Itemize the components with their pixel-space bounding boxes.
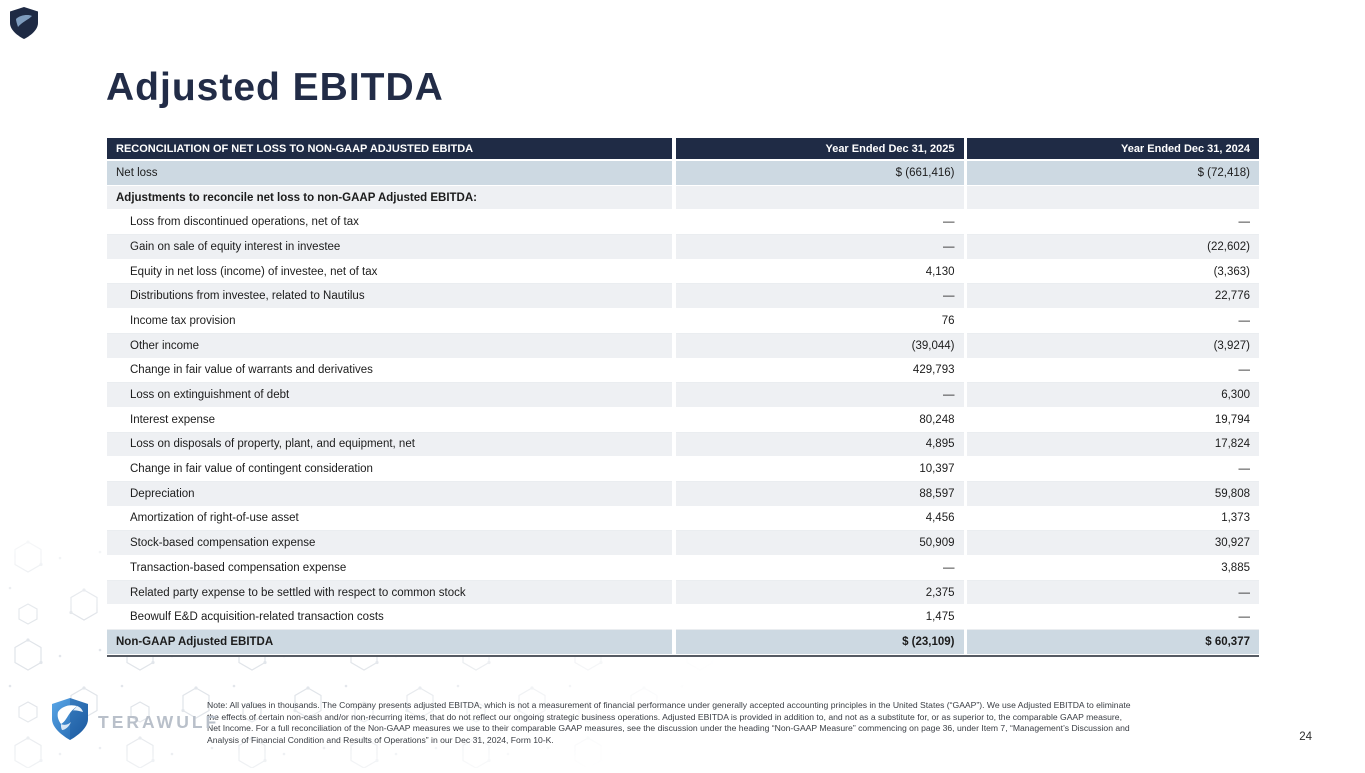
page-title: Adjusted EBITDA (106, 66, 444, 109)
row-value-2025: — (675, 235, 964, 260)
row-value-2025: 4,456 (675, 506, 964, 532)
table-header-title: RECONCILIATION OF NET LOSS TO NON-GAAP A… (107, 138, 672, 161)
terawulf-logo: TERAWULF (50, 697, 219, 741)
row-label: Adjustments to reconcile net loss to non… (107, 185, 672, 211)
table-row: Depreciation 88,597 59,808 (107, 481, 1259, 507)
table-row: Interest expense 80,248 19,794 (107, 407, 1259, 433)
wolf-shield-icon (52, 698, 88, 740)
table-row: Loss on extinguishment of debt — 6,300 (107, 383, 1259, 408)
row-value-2024: 59,808 (967, 481, 1259, 507)
row-value-2024: (3,927) (967, 333, 1259, 359)
row-value-2025: 10,397 (675, 457, 964, 482)
row-value-2025: 76 (675, 309, 964, 334)
row-value-2025: 2,375 (675, 580, 964, 606)
row-label: Other income (107, 333, 672, 359)
table-header-row: RECONCILIATION OF NET LOSS TO NON-GAAP A… (107, 138, 1259, 161)
row-value-2024: 1,373 (967, 506, 1259, 532)
row-value-2024: 19,794 (967, 407, 1259, 433)
row-value-2025: — (675, 556, 964, 581)
row-value-2024: — (967, 309, 1259, 334)
row-label: Equity in net loss (income) of investee,… (107, 259, 672, 285)
row-label: Amortization of right-of-use asset (107, 506, 672, 532)
row-label: Loss from discontinued operations, net o… (107, 210, 672, 236)
row-label: Non-GAAP Adjusted EBITDA (107, 630, 672, 655)
table-row-adjustments-heading: Adjustments to reconcile net loss to non… (107, 185, 1259, 211)
row-value-2024: 17,824 (967, 432, 1259, 458)
row-value-2024: 3,885 (967, 556, 1259, 581)
row-label: Loss on extinguishment of debt (107, 383, 672, 408)
footnote-line: the effects of certain non-cash and/or n… (207, 711, 1122, 722)
row-value-2025: 4,130 (675, 259, 964, 285)
row-value-2024: 30,927 (967, 531, 1259, 556)
row-value-2025: — (675, 383, 964, 408)
table-row: Income tax provision 76 — (107, 309, 1259, 334)
row-value-2025: $ (23,109) (675, 630, 964, 655)
table-row: Other income (39,044) (3,927) (107, 333, 1259, 359)
table-row: Gain on sale of equity interest in inves… (107, 235, 1259, 260)
footnote-line: Net Income. For a full reconciliation of… (207, 723, 1130, 734)
table-row: Amortization of right-of-use asset 4,456… (107, 506, 1259, 532)
row-label: Change in fair value of warrants and der… (107, 358, 672, 384)
row-value-2024: — (967, 358, 1259, 384)
row-label: Change in fair value of contingent consi… (107, 457, 672, 482)
row-value-2025: 50,909 (675, 531, 964, 556)
row-value-2025: — (675, 284, 964, 310)
table-row: Distributions from investee, related to … (107, 284, 1259, 310)
table-row: Equity in net loss (income) of investee,… (107, 259, 1259, 285)
column-header-2025: Year Ended Dec 31, 2025 (675, 138, 964, 161)
row-label: Interest expense (107, 407, 672, 433)
table-row-total-ebitda: Non-GAAP Adjusted EBITDA $ (23,109) $ 60… (107, 630, 1259, 657)
row-label: Gain on sale of equity interest in inves… (107, 235, 672, 260)
table-row-net-loss: Net loss $ (661,416) $ (72,418) (107, 161, 1259, 186)
row-value-2025: (39,044) (675, 333, 964, 359)
row-value-2024: $ 60,377 (967, 630, 1259, 655)
corner-shield-icon (10, 7, 38, 44)
footnote-line: Note: All values in thousands. The Compa… (207, 700, 1131, 710)
row-value-2024: $ (72,418) (967, 161, 1259, 186)
row-value-2025: $ (661,416) (675, 161, 964, 186)
row-value-2024: (22,602) (967, 235, 1259, 260)
column-header-2024: Year Ended Dec 31, 2024 (967, 138, 1259, 161)
row-label: Beowulf E&D acquisition-related transact… (107, 605, 672, 631)
row-value-2024 (967, 185, 1259, 211)
table-row: Stock-based compensation expense 50,909 … (107, 531, 1259, 556)
table-row: Change in fair value of contingent consi… (107, 457, 1259, 482)
row-value-2024: — (967, 210, 1259, 236)
footnote: Note: All values in thousands. The Compa… (207, 700, 1131, 747)
row-value-2025: 4,895 (675, 432, 964, 458)
row-value-2024: 6,300 (967, 383, 1259, 408)
page-number: 24 (1299, 731, 1312, 743)
table-row: Loss on disposals of property, plant, an… (107, 432, 1259, 458)
row-value-2025: 88,597 (675, 481, 964, 507)
row-value-2025: 80,248 (675, 407, 964, 433)
row-value-2024: — (967, 580, 1259, 606)
row-label: Depreciation (107, 481, 672, 507)
row-label: Distributions from investee, related to … (107, 284, 672, 310)
footnote-line: Analysis of Financial Condition and Resu… (207, 735, 554, 746)
row-label: Related party expense to be settled with… (107, 580, 672, 606)
reconciliation-table: RECONCILIATION OF NET LOSS TO NON-GAAP A… (107, 138, 1259, 657)
table-row: Transaction-based compensation expense —… (107, 556, 1259, 581)
row-label: Income tax provision (107, 309, 672, 334)
row-label: Loss on disposals of property, plant, an… (107, 432, 672, 458)
table-row: Beowulf E&D acquisition-related transact… (107, 605, 1259, 631)
row-label: Stock-based compensation expense (107, 531, 672, 556)
row-value-2024: (3,363) (967, 259, 1259, 285)
table-row: Change in fair value of warrants and der… (107, 358, 1259, 384)
row-value-2024: 22,776 (967, 284, 1259, 310)
terawulf-wordmark: TERAWULF (98, 711, 220, 732)
table-row: Loss from discontinued operations, net o… (107, 210, 1259, 236)
row-label: Net loss (107, 161, 672, 186)
row-value-2024: — (967, 605, 1259, 631)
row-value-2025 (675, 185, 964, 211)
row-value-2025: — (675, 210, 964, 236)
row-value-2025: 1,475 (675, 605, 964, 631)
row-value-2025: 429,793 (675, 358, 964, 384)
table-row: Related party expense to be settled with… (107, 580, 1259, 606)
row-value-2024: — (967, 457, 1259, 482)
row-label: Transaction-based compensation expense (107, 556, 672, 581)
